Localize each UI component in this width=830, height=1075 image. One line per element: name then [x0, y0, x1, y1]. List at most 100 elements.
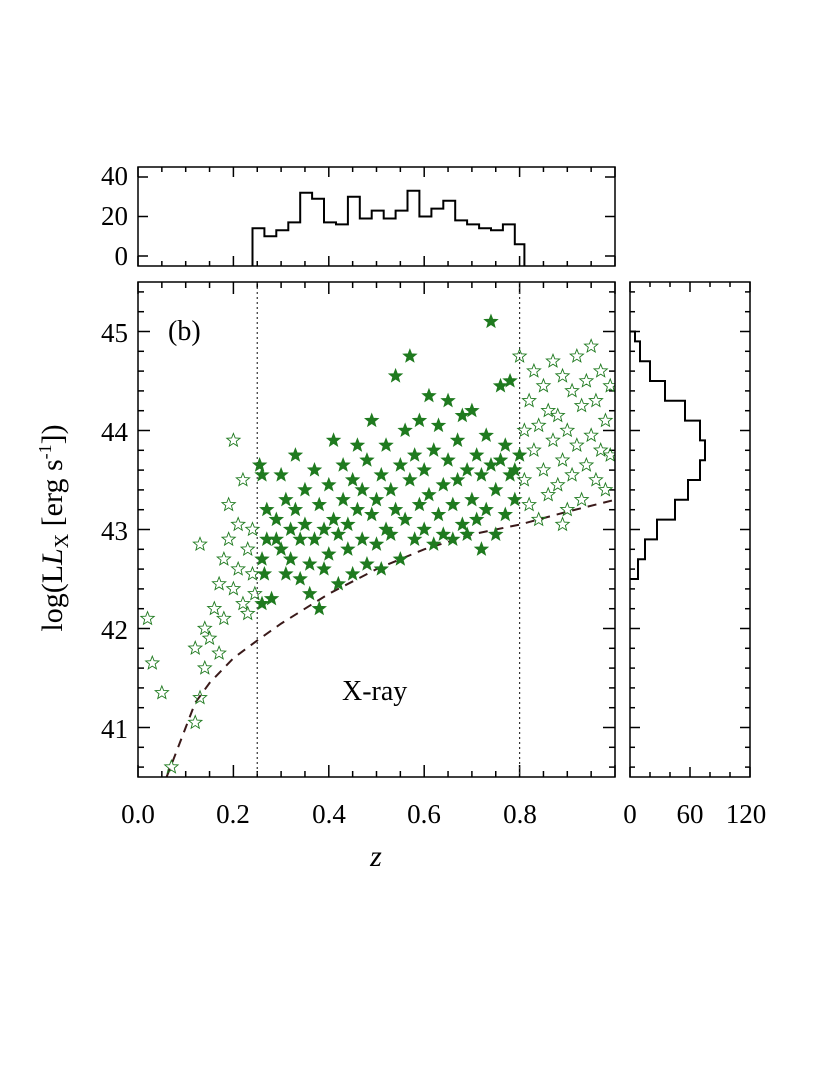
in-range-point — [383, 526, 399, 542]
top-histogram-ytick-20: 20 — [101, 201, 128, 231]
in-range-point — [287, 501, 304, 517]
in-range-point — [478, 427, 494, 443]
xtick-0.8: 0.8 — [503, 799, 537, 829]
in-range-point — [335, 491, 351, 507]
out-of-range-point — [235, 471, 251, 487]
out-of-range-point — [554, 516, 571, 532]
in-range-point — [483, 457, 499, 472]
in-range-point — [349, 437, 366, 452]
in-range-point — [306, 461, 323, 477]
main-scatter-panel: (b) X-ray 0.0 0.2 0.4 0.6 0.8 41 42 43 4… — [35, 281, 616, 873]
out-of-range-point — [573, 397, 590, 413]
right-histogram-steps — [630, 330, 706, 580]
out-of-range-point — [526, 362, 542, 378]
y-axis-title-italic: L — [36, 548, 69, 566]
in-range-point — [278, 491, 294, 507]
in-range-point — [488, 526, 504, 542]
out-of-range-point — [187, 714, 204, 730]
in-range-point — [364, 506, 380, 522]
top-histogram-ytick-40: 40 — [101, 161, 128, 191]
out-of-range-point — [206, 600, 223, 616]
right-histogram-ticks — [629, 282, 751, 777]
out-of-range-point — [549, 476, 566, 492]
in-range-point — [416, 521, 432, 537]
out-of-range-point — [144, 654, 161, 670]
in-range-point — [454, 407, 471, 423]
out-of-range-point — [568, 437, 585, 453]
out-of-range-point — [578, 456, 595, 472]
out-of-range-point — [247, 585, 263, 601]
in-range-point — [459, 461, 475, 477]
threshold-curve — [165, 498, 615, 777]
in-range-point — [421, 486, 437, 502]
out-of-range-point — [592, 362, 609, 378]
out-of-range-point — [230, 560, 247, 576]
in-range-point — [364, 412, 380, 428]
annotation-xray: X-ray — [342, 676, 407, 707]
y-axis-title-sub: X — [51, 533, 73, 548]
out-of-range-point — [154, 684, 170, 700]
in-range-point — [473, 466, 490, 482]
out-of-range-point — [583, 338, 599, 354]
out-of-range-point — [516, 471, 533, 487]
y-axis-title-sup: -1 — [35, 444, 55, 459]
in-range-point — [454, 516, 471, 532]
out-of-range-point — [216, 550, 232, 566]
out-of-range-point — [201, 630, 218, 646]
out-of-range-point — [526, 442, 542, 457]
in-range-point — [273, 541, 289, 556]
y-axis-title: log(LLX [erg s-1]) — [35, 424, 73, 631]
right-histogram-xtick-0: 0 — [623, 799, 637, 829]
top-histogram-panel: 0 20 40 — [101, 161, 616, 271]
right-histogram-xtick-60: 60 — [677, 799, 704, 829]
in-range-point — [430, 417, 447, 433]
in-range-point — [354, 481, 370, 497]
in-range-point — [392, 551, 409, 566]
out-of-range-point — [545, 352, 561, 368]
out-of-range-point — [139, 610, 156, 626]
in-range-point — [335, 457, 351, 472]
top-histogram-steps — [251, 189, 526, 266]
in-range-point — [321, 546, 337, 561]
in-range-point — [416, 461, 432, 477]
main-frame — [137, 281, 616, 778]
in-range-point — [406, 531, 423, 546]
in-range-point — [278, 565, 294, 581]
in-range-point — [468, 511, 485, 527]
in-range-point — [368, 491, 385, 507]
in-range-point — [383, 481, 399, 497]
in-range-point — [497, 506, 514, 522]
out-of-range-point — [516, 422, 533, 438]
in-range-point — [340, 541, 356, 556]
out-of-range-point — [578, 372, 595, 388]
in-range-point — [387, 501, 404, 517]
in-range-point — [507, 461, 523, 477]
in-range-point — [340, 516, 356, 532]
in-range-point — [411, 412, 428, 428]
in-range-point — [492, 377, 509, 393]
in-range-point — [387, 367, 404, 383]
out-of-range-point — [216, 610, 232, 626]
out-of-range-point — [239, 605, 256, 621]
out-of-range-point — [602, 377, 615, 393]
ytick-43: 43 — [101, 516, 128, 546]
out-of-range-point — [187, 640, 204, 655]
in-range-point — [478, 501, 494, 517]
in-range-point — [254, 466, 270, 482]
in-range-point — [254, 551, 270, 566]
out-of-range-point — [230, 516, 247, 532]
out-of-range-point — [521, 392, 537, 408]
in-range-point — [411, 496, 428, 512]
out-of-range-point — [521, 496, 537, 512]
out-of-range-point — [192, 536, 208, 552]
in-range-point — [511, 447, 528, 462]
in-range-point — [306, 531, 323, 546]
in-range-point — [492, 452, 509, 467]
in-range-point — [483, 313, 499, 329]
in-range-point — [268, 531, 285, 546]
in-range-point — [259, 501, 275, 517]
ytick-44: 44 — [101, 417, 129, 447]
out-of-range-point — [554, 367, 571, 383]
in-range-point — [316, 521, 332, 537]
out-of-range-point — [573, 491, 590, 507]
